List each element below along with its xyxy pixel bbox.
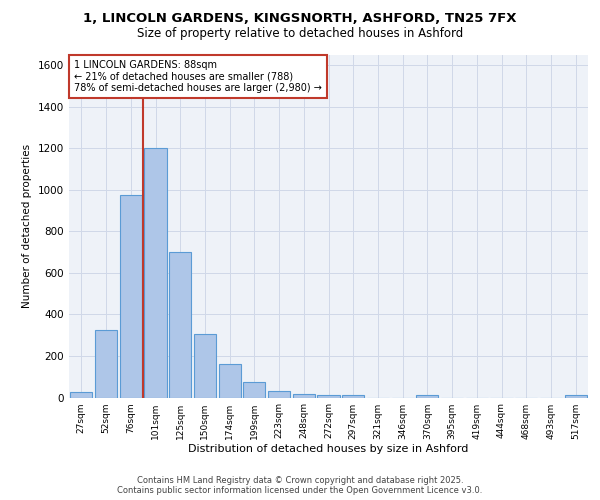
Text: Size of property relative to detached houses in Ashford: Size of property relative to detached ho… [137, 28, 463, 40]
Bar [565, 396, 587, 398]
Bar [218, 364, 241, 398]
Bar [317, 396, 340, 398]
Text: Contains HM Land Registry data © Crown copyright and database right 2025.
Contai: Contains HM Land Registry data © Crown c… [118, 476, 482, 495]
X-axis label: Distribution of detached houses by size in Ashford: Distribution of detached houses by size … [188, 444, 469, 454]
Bar [342, 396, 364, 398]
Text: 1, LINCOLN GARDENS, KINGSNORTH, ASHFORD, TN25 7FX: 1, LINCOLN GARDENS, KINGSNORTH, ASHFORD,… [83, 12, 517, 26]
Bar [243, 382, 265, 398]
Bar [194, 334, 216, 398]
Bar [119, 195, 142, 398]
Bar [169, 252, 191, 398]
Bar [70, 392, 92, 398]
Y-axis label: Number of detached properties: Number of detached properties [22, 144, 32, 308]
Bar [416, 396, 439, 398]
Bar [293, 394, 315, 398]
Bar [268, 392, 290, 398]
Text: 1 LINCOLN GARDENS: 88sqm
← 21% of detached houses are smaller (788)
78% of semi-: 1 LINCOLN GARDENS: 88sqm ← 21% of detach… [74, 60, 322, 94]
Bar [145, 148, 167, 398]
Bar [95, 330, 117, 398]
